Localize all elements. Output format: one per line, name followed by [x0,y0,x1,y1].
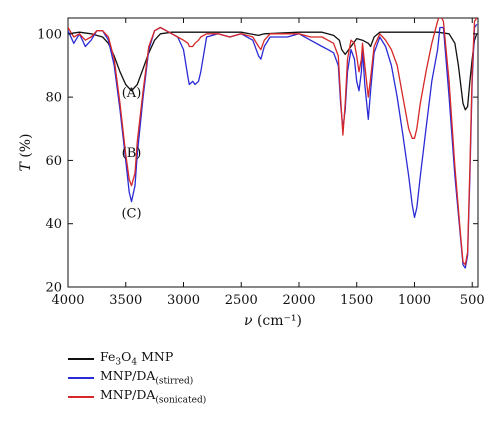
y-tick-label: 40 [45,217,62,232]
y-axis-title: T (%) [18,133,34,171]
series-line-fe3o4 [68,31,478,111]
y-tick-label: 100 [37,27,62,42]
plot-area-frame [67,17,479,288]
legend-entry-fe3o4: Fe3O4 MNP [68,349,206,368]
curve-annotation-a: (A) [122,86,142,101]
legend-swatch-stirred [68,376,94,379]
ftir-chart: 4000 3500 3000 2500 2000 1500 1000 500 20 40 60 80 1… [18,17,485,329]
series-line-stirred [68,23,478,269]
x-tick-label: 2000 [282,293,315,308]
series-line-sonicated [68,18,478,266]
curve-annotation-b: (B) [122,146,142,161]
legend-swatch-sonicated [68,395,94,398]
chart-legend: Fe3O4 MNP MNP/DA(stirred) MNP/DA(sonicat… [68,349,207,407]
y-tick-label: 60 [45,154,62,169]
curve-annotation-c: (C) [121,206,141,221]
x-tick-label: 500 [460,293,485,308]
legend-label-fe3o4: Fe3O4 MNP [100,349,174,368]
x-tick-label: 3500 [109,293,142,308]
x-axis-title: ν (cm⁻¹) [244,313,302,329]
legend-label-sonicated: MNP/DA(sonicated) [100,387,207,406]
x-tick-label: 2500 [225,293,258,308]
y-tick-label: 20 [45,281,62,296]
legend-entry-stirred: MNP/DA(stirred) [68,368,206,387]
legend-entry-sonicated: MNP/DA(sonicated) [68,387,207,406]
x-tick-label: 4000 [51,293,84,308]
x-tick-label: 1000 [398,293,431,308]
legend-label-stirred: MNP/DA(stirred) [100,368,194,387]
x-tick-label: 1500 [340,293,373,308]
y-tick-label: 80 [45,91,62,106]
legend-swatch-fe3o4 [68,357,94,360]
x-tick-label: 3000 [167,293,200,308]
